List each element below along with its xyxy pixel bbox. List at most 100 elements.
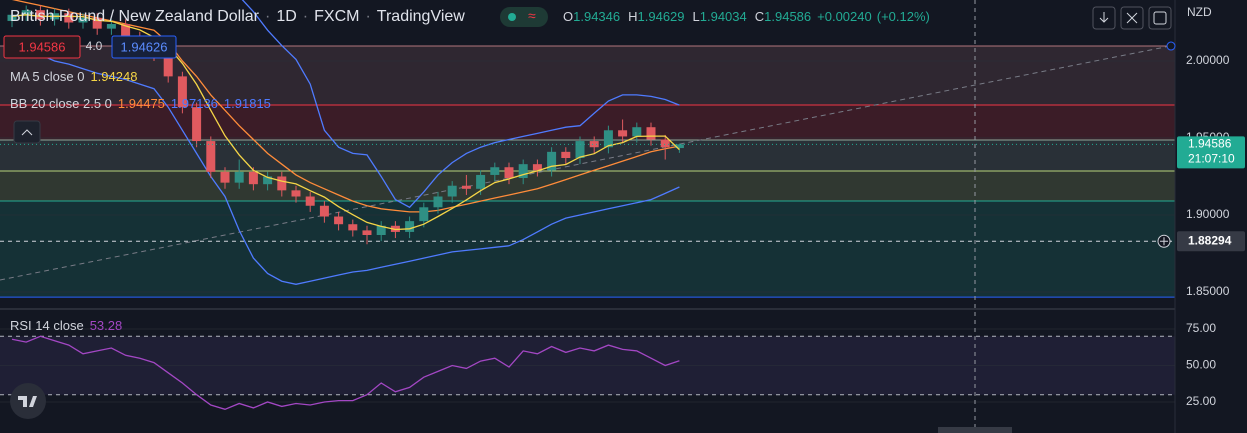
candle-body <box>319 205 329 217</box>
candle-body <box>78 17 88 23</box>
countdown: 21:07:10 <box>1188 152 1235 166</box>
header: British Pound / New Zealand Dollar · 1D · FX… <box>10 8 465 25</box>
button[interactable] <box>1120 6 1144 30</box>
candle-body <box>405 221 415 232</box>
source: FXCM <box>314 8 359 25</box>
ma-legend: MA 5 close 0 1.94248 <box>10 69 137 84</box>
ohlc-label: O <box>563 9 573 24</box>
level-zone <box>0 170 1175 201</box>
candle-body <box>575 141 585 159</box>
candle-body <box>618 130 628 137</box>
indicator-name: RSI 14 close <box>10 318 84 333</box>
rsi-line <box>11 335 680 410</box>
candle-body <box>291 190 301 197</box>
price-pane <box>0 0 1175 298</box>
ohlc-value: 1.94586 <box>764 9 811 24</box>
candle-body <box>206 141 216 172</box>
logo <box>18 396 37 407</box>
logo-background[interactable] <box>10 383 46 419</box>
ohlc-label: C <box>755 9 764 24</box>
price-axis: 2.000001.950001.900001.8500075.0050.0025… <box>1174 0 1247 433</box>
candle-body <box>192 107 202 142</box>
platform: TradingView <box>377 8 465 25</box>
candle-body <box>632 127 642 137</box>
sell-price: 1.94586 <box>19 39 66 54</box>
axis-background <box>1175 0 1247 433</box>
candle-body <box>532 164 542 171</box>
y-tick-label: 50.00 <box>1186 358 1216 372</box>
rsi-legend: RSI 14 close 53.28 <box>10 318 122 333</box>
symbol: British Pound / New Zealand Dollar <box>10 8 260 25</box>
bb-legend: BB 20 close 2.5 0 1.94475 1.97136 1.91815 <box>10 96 271 111</box>
y-tick-label: 25.00 <box>1186 394 1216 408</box>
last-price-box <box>1177 136 1245 169</box>
icon <box>1126 12 1138 24</box>
ohlc-value: 1.94346 <box>573 9 620 24</box>
candle-body <box>646 127 656 140</box>
ma-line <box>11 14 680 231</box>
currency: NZD <box>1187 5 1212 19</box>
indicator-line <box>11 45 680 285</box>
candle-body <box>603 130 613 148</box>
ohlc-value: 1.94034 <box>700 9 747 24</box>
candle-body <box>163 54 173 77</box>
candle-body <box>64 13 74 23</box>
sell-button[interactable] <box>3 35 81 59</box>
crosshair-box <box>1177 231 1245 252</box>
y-tick-label: 1.85000 <box>1186 284 1230 298</box>
y-tick-label: 2.00000 <box>1186 53 1230 67</box>
candle-body <box>476 174 486 189</box>
candle-body <box>263 176 273 185</box>
icon <box>21 129 33 136</box>
indicator-value: 1.94475 <box>118 96 165 111</box>
y-tick-label: 75.00 <box>1186 321 1216 335</box>
button[interactable] <box>1092 6 1116 30</box>
y-tick-label: 1.90000 <box>1186 207 1230 221</box>
dot: · <box>265 8 270 25</box>
ohlc: O1.94346 H1.94629 L1.94034 C1.94586 +0.00240… <box>563 9 930 24</box>
candle-body <box>490 167 500 175</box>
change: +0.00240 <box>817 9 872 24</box>
indicator-value: 1.97136 <box>171 96 218 111</box>
ohlc-value: 1.94629 <box>638 9 685 24</box>
candle-body <box>561 151 571 159</box>
trendline-handle[interactable] <box>1166 41 1176 51</box>
rsi-pane <box>0 328 1175 410</box>
candle-body <box>547 151 557 171</box>
candle-body <box>177 76 187 108</box>
candle-body <box>35 10 45 20</box>
indicator-name: MA 5 close 0 <box>10 69 84 84</box>
candle-body <box>461 185 471 189</box>
level-zone <box>0 200 1175 298</box>
ohlc-label: L <box>693 9 700 24</box>
market-status[interactable] <box>500 7 548 27</box>
candle-body <box>21 10 31 15</box>
icon <box>1153 11 1167 25</box>
candle-body <box>277 176 287 191</box>
last-price-label: 1.94586 <box>1188 137 1232 151</box>
candle-body <box>220 171 230 183</box>
button[interactable] <box>1148 6 1172 30</box>
collapse-button[interactable] <box>13 120 41 144</box>
indicator-name: BB 20 close 2.5 0 <box>10 96 112 111</box>
candle-body <box>589 141 599 148</box>
indicator-value: 53.28 <box>90 318 123 333</box>
spread: 4.0 <box>86 39 103 53</box>
candle-body <box>234 171 244 183</box>
icon <box>1099 12 1109 23</box>
interval: 1D <box>276 8 296 25</box>
buy-button[interactable] <box>111 35 177 59</box>
indicator-line <box>11 0 680 213</box>
candle-body <box>674 144 684 149</box>
overlay: British Pound / New Zealand Dollar · 1D · FX… <box>3 5 1212 433</box>
buy-price: 1.94626 <box>121 39 168 54</box>
candle-body <box>433 196 443 208</box>
candle-body <box>348 224 358 231</box>
dot: · <box>365 8 370 25</box>
candle-body <box>305 196 315 206</box>
indicator-value: 1.94248 <box>90 69 137 84</box>
scrollbar[interactable] <box>938 427 1012 433</box>
candle-body <box>518 164 528 179</box>
